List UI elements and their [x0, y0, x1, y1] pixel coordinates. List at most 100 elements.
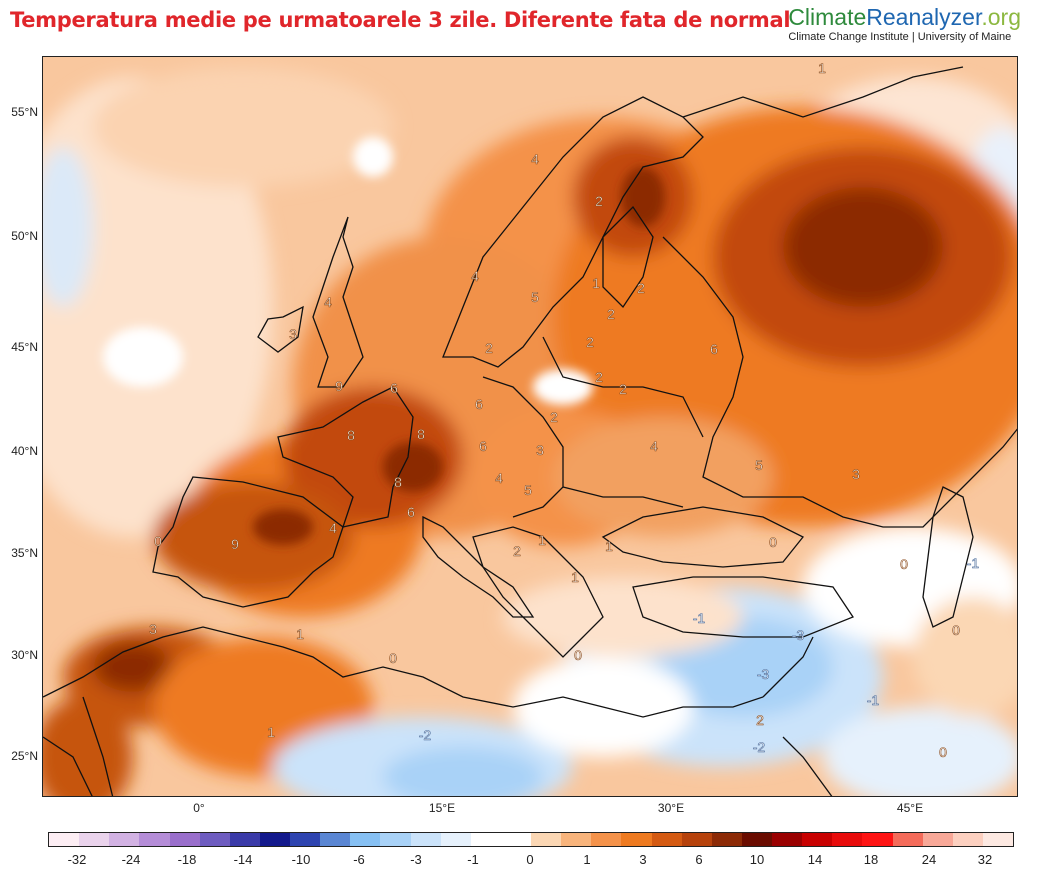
lat-label-30n: 30°N [11, 648, 38, 662]
brand-name: ClimateReanalyzer.org [788, 4, 1021, 30]
coastlines [43, 66, 1017, 796]
colorbar-tick-label: -14 [233, 852, 253, 867]
colorbar-tick-label: 6 [695, 852, 703, 867]
colorbar-tick-label: 3 [639, 852, 647, 867]
colorbar-swatch [199, 833, 230, 846]
lon-label-30e: 30°E [657, 801, 685, 815]
anomaly-label: 1 [267, 724, 275, 740]
colorbar-swatch [470, 833, 501, 846]
anomaly-label: 0 [574, 647, 582, 663]
colorbar-swatch [922, 833, 953, 846]
lat-label-55n: 55°N [11, 105, 38, 119]
colorbar-swatch [500, 833, 531, 846]
colorbar-swatch [410, 833, 441, 846]
anomaly-label: 4 [471, 268, 479, 284]
anomaly-label: 3 [536, 442, 544, 458]
anomaly-label: 4 [324, 294, 332, 310]
lat-label-35n: 35°N [11, 546, 38, 560]
colorbar-swatch [681, 833, 712, 846]
colorbar-swatch [169, 833, 200, 846]
colorbar-swatch [79, 833, 110, 846]
colorbar-swatch [259, 833, 290, 846]
colorbar-tick-label: -24 [121, 852, 141, 867]
anomaly-label: 1 [818, 60, 826, 76]
anomaly-label: 5 [524, 482, 532, 498]
anomaly-label: 6 [407, 504, 415, 520]
lon-label-45e: 45°E [896, 801, 924, 815]
lat-label-40n: 40°N [11, 444, 38, 458]
anomaly-label: 0 [952, 622, 960, 638]
anomaly-label: 0 [939, 744, 947, 760]
colorbar-tick-label: 18 [863, 852, 879, 867]
colorbar-tick-label: 1 [583, 852, 591, 867]
anomaly-label: 5 [531, 289, 539, 305]
colorbar-swatch [109, 833, 140, 846]
anomaly-label: 3 [852, 466, 860, 482]
anomaly-label: 9 [231, 536, 239, 552]
anomaly-label: 6 [390, 380, 398, 396]
colorbar-swatch [651, 833, 682, 846]
colorbar-swatch [772, 833, 803, 846]
colorbar-swatch [139, 833, 170, 846]
anomaly-label: 6 [479, 438, 487, 454]
colorbar-swatch [952, 833, 983, 846]
anomaly-label: 0 [154, 533, 162, 549]
anomaly-label: -2 [419, 727, 432, 743]
anomaly-label: 1 [571, 569, 579, 585]
anomaly-label: 0 [389, 650, 397, 666]
anomaly-label: 2 [485, 340, 493, 356]
anomaly-label: 1 [296, 626, 304, 642]
colorbar-swatch [741, 833, 772, 846]
colorbar-tick-label: 14 [807, 852, 823, 867]
lat-label-50n: 50°N [11, 229, 38, 243]
colorbar-tick-label: -6 [353, 852, 365, 867]
lon-label-0: 0° [193, 801, 205, 815]
colorbar-swatch [862, 833, 893, 846]
colorbar-swatch [832, 833, 863, 846]
colorbar-swatch [320, 833, 351, 846]
colorbar-swatch [380, 833, 411, 846]
anomaly-label: 2 [595, 369, 603, 385]
colorbar-tick-label: -3 [410, 852, 422, 867]
anomaly-label: 9 [335, 378, 343, 394]
anomaly-label: 2 [756, 712, 764, 728]
anomaly-label: -3 [792, 627, 805, 643]
anomaly-label: 0 [769, 534, 777, 550]
anomaly-label: 2 [607, 306, 615, 322]
lat-label-45n: 45°N [11, 340, 38, 354]
colorbar-swatch [440, 833, 471, 846]
colorbar-swatch [290, 833, 321, 846]
anomaly-label: 4 [329, 520, 337, 536]
colorbar-tick-label: -32 [67, 852, 87, 867]
brand-logo[interactable]: ClimateReanalyzer.org Climate Change Ins… [788, 4, 1021, 43]
anomaly-label: 5 [755, 457, 763, 473]
colorbar-swatch [49, 833, 80, 846]
colorbar-swatch [982, 833, 1013, 846]
colorbar-tick-label: -1 [467, 852, 479, 867]
anomaly-label: 2 [595, 193, 603, 209]
anomaly-label: 6 [710, 341, 718, 357]
colorbar [48, 832, 1014, 847]
colorbar-tick-label: 0 [526, 852, 534, 867]
colorbar-tick-label: -10 [291, 852, 311, 867]
lat-label-25n: 25°N [11, 749, 38, 763]
colorbar-swatch [350, 833, 381, 846]
anomaly-label: 3 [289, 326, 297, 342]
anomaly-label: 4 [531, 151, 539, 167]
anomaly-field [43, 67, 1017, 796]
anomaly-label: 3 [149, 621, 157, 637]
anomaly-detail [103, 137, 665, 545]
anomaly-label: 1 [538, 532, 546, 548]
anomaly-label: 6 [475, 396, 483, 412]
anomaly-label: -1 [693, 610, 706, 626]
map-title: Temperatura medie pe urmatoarele 3 zile.… [10, 8, 791, 32]
colorbar-swatch [802, 833, 833, 846]
anomaly-label: 1 [592, 275, 600, 291]
colorbar-tick-label: 24 [921, 852, 937, 867]
colorbar-swatch [561, 833, 592, 846]
anomaly-label: 1 [605, 538, 613, 554]
anomaly-label: 2 [550, 409, 558, 425]
anomaly-label: 4 [495, 470, 503, 486]
